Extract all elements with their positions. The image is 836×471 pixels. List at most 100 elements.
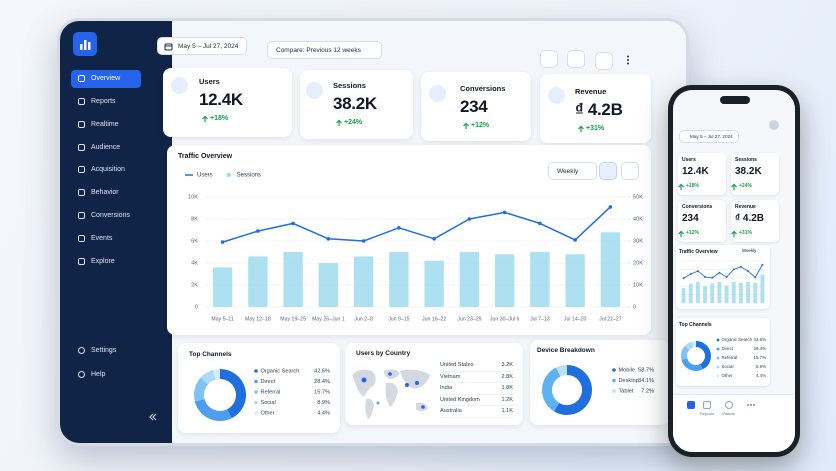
filter-button[interactable] — [540, 50, 558, 68]
point — [725, 275, 728, 278]
legend-value: 4.4% — [317, 410, 330, 416]
arrow — [678, 230, 684, 237]
point — [467, 217, 472, 221]
nav-label: Settings — [91, 347, 117, 354]
line — [683, 264, 763, 279]
nav-item[interactable]: Realtime — [71, 116, 141, 134]
country-name: Australia — [440, 408, 462, 414]
x-tick-label: May 5–11 — [211, 316, 234, 322]
compare-picker[interactable]: Compare: Previous 12 weeks — [267, 41, 382, 59]
y2-tick-label: 20K — [633, 260, 643, 266]
tab-label[interactable]: Visitors — [722, 411, 736, 416]
trend-arrow — [731, 183, 737, 190]
x-tick-label: Jun 2–8 — [354, 316, 373, 322]
donut-segment — [554, 365, 592, 415]
legend-label: Sessions — [237, 173, 261, 179]
bar — [459, 252, 480, 307]
y2-tick-label: 40K — [633, 216, 643, 222]
phone-avatar[interactable] — [769, 120, 779, 130]
country-panel: Users by Country — [345, 343, 523, 425]
legend-swatch — [612, 378, 616, 383]
report-button[interactable] — [595, 52, 613, 70]
nav-item[interactable]: Help — [71, 366, 141, 384]
panel-title: Users by Country — [356, 350, 411, 357]
x-tick-label: Jun 30–Jul 6 — [490, 316, 520, 322]
kpi-label: Sessions — [333, 81, 366, 90]
kpi-value: 12.4K — [682, 166, 709, 177]
tab-icon[interactable] — [703, 401, 711, 409]
country-name: United Kingdom — [440, 396, 480, 403]
point — [704, 275, 707, 278]
country-list: United States 3.2K Vietnam 2.8K India 1.8K Uni… — [345, 343, 523, 425]
arrow — [463, 122, 469, 129]
trend-arrow — [202, 115, 208, 122]
kpi-value: 234 — [460, 97, 488, 116]
phone-kpi: Sessions 38.2K +24% — [731, 153, 779, 195]
date-range: May 5 – Jul 27, 2024 — [178, 43, 239, 50]
nav-item[interactable]: Reports — [71, 93, 141, 111]
date-picker[interactable]: May 5 – Jul 27, 2024 — [157, 37, 248, 55]
panel-title: Top Channels — [679, 322, 712, 328]
y2-tick-label: 0 — [633, 304, 636, 310]
row-divider — [440, 416, 513, 418]
bar — [746, 282, 751, 303]
bar — [738, 282, 743, 303]
donut-segment — [219, 369, 246, 419]
bar-toggle[interactable] — [621, 162, 639, 180]
tab-icon[interactable] — [725, 401, 733, 409]
kpi-icon — [171, 77, 188, 94]
legend-label: Users — [197, 173, 213, 179]
x-tick-label: Jun 16–22 — [422, 316, 446, 322]
channels-chart: Organic Search 42.6% Direct 28.4% Referral 15… — [194, 368, 330, 421]
nav-item[interactable]: Behavior — [71, 184, 141, 202]
nav-item[interactable]: Overview — [71, 70, 141, 88]
row-divider — [440, 405, 513, 406]
bar — [318, 263, 339, 307]
line-toggle[interactable] — [599, 162, 617, 180]
nav-item[interactable]: Explore — [71, 253, 141, 271]
x-tick-label: May 19–25 — [280, 316, 306, 322]
tab-icon[interactable] — [687, 401, 695, 409]
legend-label: Social — [722, 364, 734, 369]
legend-label: Organic Search — [722, 337, 753, 342]
phone-traffic-chart — [680, 260, 766, 304]
donut-segment — [200, 369, 216, 385]
legend-value: 15.7% — [754, 355, 767, 360]
kpi-value: 234 — [682, 213, 699, 224]
kpi-change: +12% — [471, 122, 490, 129]
nav-item[interactable]: Audience — [71, 139, 141, 157]
nav-item[interactable]: Events — [71, 230, 141, 248]
kpi-change: +12% — [686, 230, 699, 236]
y-tick-label: 8K — [191, 216, 198, 222]
more-button[interactable] — [622, 54, 634, 66]
kpi-change: +31% — [586, 125, 605, 132]
point — [573, 238, 577, 242]
point — [682, 277, 685, 280]
period-label[interactable]: Weekly — [742, 248, 757, 253]
bar — [494, 254, 515, 307]
nav-item[interactable]: Acquisition — [71, 161, 141, 179]
tab-label[interactable]: Reports — [700, 411, 715, 416]
legend-label: Referral — [260, 389, 280, 395]
point — [689, 273, 692, 276]
kpi-label: Conversions — [460, 84, 506, 93]
y-tick-label: 6K — [191, 238, 198, 244]
nav-item[interactable]: Settings — [71, 342, 141, 360]
kpi-change: +24% — [344, 119, 363, 126]
nav-item[interactable]: Conversions — [71, 207, 141, 225]
point — [502, 210, 507, 215]
phone-date-picker[interactable]: May 5 – Jul 27, 2024 — [679, 130, 739, 143]
x-tick-label: Jul 7–13 — [530, 316, 550, 322]
collapse-button[interactable] — [148, 412, 158, 422]
date-range: May 5 – Jul 27, 2024 — [690, 134, 733, 139]
tab-icon[interactable] — [747, 404, 755, 408]
share-button[interactable] — [567, 50, 585, 68]
period-select[interactable]: Weekly — [548, 162, 598, 180]
country-name: India — [440, 385, 453, 391]
y-tick-label: 0 — [195, 304, 198, 310]
donut-segment — [194, 398, 232, 421]
nav-label: Events — [91, 235, 113, 242]
phone-tabbar: Reports Visitors — [673, 394, 795, 452]
x-tick-label: Jun 23–29 — [457, 316, 481, 322]
donut-segment — [194, 377, 209, 402]
